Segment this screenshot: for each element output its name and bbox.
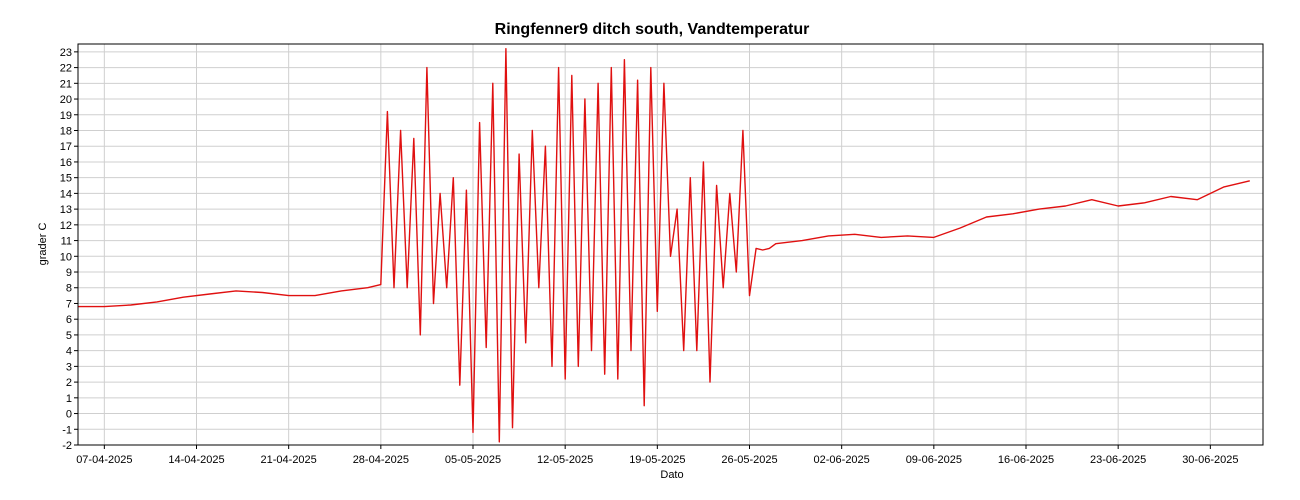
y-tick-label: 0: [66, 409, 72, 421]
y-axis-label: grader C: [37, 223, 49, 266]
y-tick-label: 2: [66, 377, 72, 389]
x-tick-label: 19-05-2025: [629, 454, 685, 466]
y-tick-label: 23: [60, 47, 72, 59]
y-tick-label: 3: [66, 361, 72, 373]
x-tick-label: 14-04-2025: [168, 454, 224, 466]
y-tick-label: -1: [62, 424, 72, 436]
plot-frame: [77, 43, 1264, 446]
y-tick-label: 12: [60, 220, 72, 232]
y-tick-label: 16: [60, 157, 72, 169]
x-tick-label: 09-06-2025: [906, 454, 962, 466]
x-tick-label: 02-06-2025: [814, 454, 870, 466]
x-tick-label: 21-04-2025: [261, 454, 317, 466]
y-tick-label: 4: [66, 346, 72, 358]
x-tick-label: 23-06-2025: [1090, 454, 1146, 466]
series-layer: [78, 48, 1250, 443]
x-tick-label: 26-05-2025: [721, 454, 777, 466]
x-tick-label: 16-06-2025: [998, 454, 1054, 466]
x-tick-label: 30-06-2025: [1182, 454, 1238, 466]
temperature-series-line: [78, 48, 1250, 443]
x-tick-label: 05-05-2025: [445, 454, 501, 466]
y-tick-label: 15: [60, 173, 72, 185]
y-tick-label: 5: [66, 330, 72, 342]
y-tick-label: 17: [60, 141, 72, 153]
y-tick-label: 19: [60, 110, 72, 122]
y-axis-ticks: -2-1012345678910111213141516171819202122…: [60, 47, 78, 452]
y-tick-label: 21: [60, 78, 72, 90]
x-axis-label: Dato: [660, 469, 683, 481]
y-tick-label: 6: [66, 314, 72, 326]
x-axis-ticks: 07-04-2025 14-04-2025 21-04-2025 28-04-2025…: [76, 445, 1238, 466]
y-tick-label: 1: [66, 393, 72, 405]
chart-title: Ringfenner9 ditch south, Vandtemperatur: [495, 21, 810, 38]
x-tick-label: 28-04-2025: [353, 454, 409, 466]
y-tick-label: 13: [60, 204, 72, 216]
x-tick-label: 07-04-2025: [76, 454, 132, 466]
y-tick-label: 7: [66, 298, 72, 310]
y-tick-label: 8: [66, 283, 72, 295]
x-tick-label: 12-05-2025: [537, 454, 593, 466]
y-tick-label: 10: [60, 251, 72, 263]
y-tick-label: 9: [66, 267, 72, 279]
y-tick-label: 22: [60, 63, 72, 75]
y-tick-label: 11: [61, 236, 72, 248]
y-tick-label: 18: [60, 125, 72, 137]
y-tick-label: 20: [60, 94, 72, 106]
y-tick-label: 14: [60, 188, 72, 200]
y-tick-label: -2: [62, 440, 72, 452]
